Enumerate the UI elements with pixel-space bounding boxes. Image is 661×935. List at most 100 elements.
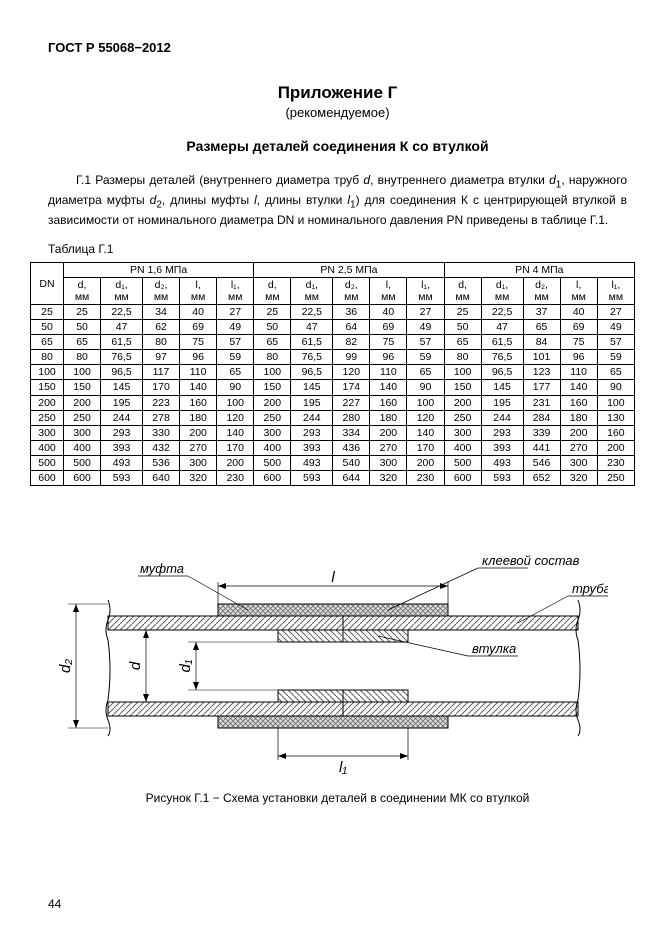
dimensions-table: DN PN 1,6 МПа PN 2,5 МПа PN 4 МПа d,ммd₁… [30, 262, 635, 486]
table-cell: 270 [180, 440, 217, 455]
table-cell: 76,5 [291, 350, 333, 365]
table-cell: 140 [370, 380, 407, 395]
col-l1: l₁,мм [217, 278, 254, 305]
table-cell: 393 [481, 440, 523, 455]
table-cell: 334 [333, 425, 370, 440]
table-cell: 500 [444, 455, 481, 470]
table-cell: 140 [560, 380, 597, 395]
appendix-title: Приложение Г [48, 83, 627, 103]
table-cell: 536 [142, 455, 179, 470]
table-cell: 393 [101, 440, 143, 455]
table-cell: 250 [64, 410, 101, 425]
table-cell: 96,5 [291, 365, 333, 380]
table-cell: 600 [31, 470, 64, 485]
table-cell: 57 [407, 335, 444, 350]
table-cell: 90 [597, 380, 634, 395]
para-text: , длины муфты [162, 193, 254, 207]
table-cell: 47 [481, 320, 523, 335]
table-cell: 300 [64, 425, 101, 440]
col-group-pn4: PN 4 МПа [444, 262, 634, 277]
table-cell: 65 [217, 365, 254, 380]
table-cell: 150 [444, 380, 481, 395]
table-cell: 37 [523, 305, 560, 320]
table-cell: 174 [333, 380, 370, 395]
table-cell: 270 [370, 440, 407, 455]
svg-text:l: l [331, 569, 335, 586]
table-cell: 96 [180, 350, 217, 365]
table-row: 1501501451701409015014517414090150145177… [31, 380, 635, 395]
table-cell: 280 [333, 410, 370, 425]
table-cell: 180 [370, 410, 407, 425]
appendix-subtitle: (рекомендуемое) [48, 105, 627, 120]
table-cell: 34 [142, 305, 179, 320]
table-cell: 432 [142, 440, 179, 455]
table-cell: 250 [444, 410, 481, 425]
table-cell: 200 [370, 425, 407, 440]
table-cell: 96,5 [481, 365, 523, 380]
table-cell: 230 [407, 470, 444, 485]
table-cell: 293 [101, 425, 143, 440]
figure-svg: ll₁d₂dd₁муфтаклеевой составтрубавтулка [48, 546, 608, 776]
table-cell: 65 [64, 335, 101, 350]
table-cell: 100 [597, 395, 634, 410]
table-cell: 62 [142, 320, 179, 335]
table-cell: 230 [597, 455, 634, 470]
table-cell: 320 [370, 470, 407, 485]
table-cell: 244 [101, 410, 143, 425]
col-d2: d₂,мм [142, 278, 179, 305]
table-cell: 170 [217, 440, 254, 455]
table-cell: 330 [142, 425, 179, 440]
table-cell: 400 [31, 440, 64, 455]
table-cell: 160 [180, 395, 217, 410]
table-cell: 180 [560, 410, 597, 425]
table-cell: 96 [370, 350, 407, 365]
table-cell: 75 [560, 335, 597, 350]
table-cell: 82 [333, 335, 370, 350]
table-cell: 25 [444, 305, 481, 320]
table-cell: 69 [560, 320, 597, 335]
table-cell: 100 [217, 395, 254, 410]
svg-text:d₂: d₂ [57, 659, 74, 673]
table-cell: 61,5 [291, 335, 333, 350]
table-cell: 27 [407, 305, 444, 320]
table-cell: 97 [142, 350, 179, 365]
table-row: 2502502442781801202502442801801202502442… [31, 410, 635, 425]
para-text: , длины втулки [257, 193, 348, 207]
table-cell: 593 [101, 470, 143, 485]
table-cell: 50 [31, 320, 64, 335]
table-cell: 100 [407, 395, 444, 410]
table-cell: 110 [370, 365, 407, 380]
table-cell: 69 [180, 320, 217, 335]
table-cell: 640 [142, 470, 179, 485]
table-cell: 278 [142, 410, 179, 425]
table-cell: 65 [31, 335, 64, 350]
table-cell: 61,5 [481, 335, 523, 350]
col-dn: DN [31, 262, 64, 304]
table-row: 2002001952231601002001952271601002001952… [31, 395, 635, 410]
svg-text:труба: труба [572, 581, 608, 596]
table-cell: 300 [254, 425, 291, 440]
table-cell: 230 [217, 470, 254, 485]
table-cell: 493 [291, 455, 333, 470]
table-cell: 96 [560, 350, 597, 365]
table-cell: 80 [64, 350, 101, 365]
table-cell: 61,5 [101, 335, 143, 350]
table-row: 6006005936403202306005936443202306005936… [31, 470, 635, 485]
table-cell: 500 [254, 455, 291, 470]
table-cell: 80 [31, 350, 64, 365]
table-cell: 200 [597, 440, 634, 455]
table-cell: 140 [407, 425, 444, 440]
table-cell: 160 [560, 395, 597, 410]
table-cell: 49 [217, 320, 254, 335]
table-cell: 40 [180, 305, 217, 320]
paragraph: Г.1 Размеры деталей (внутреннего диаметр… [48, 172, 627, 228]
table-cell: 200 [180, 425, 217, 440]
table-cell: 441 [523, 440, 560, 455]
svg-text:d₁: d₁ [177, 659, 194, 672]
table-cell: 300 [560, 455, 597, 470]
col-l: l,мм [560, 278, 597, 305]
table-cell: 200 [254, 395, 291, 410]
table-cell: 96,5 [101, 365, 143, 380]
col-d2: d₂,мм [333, 278, 370, 305]
table-cell: 293 [481, 425, 523, 440]
